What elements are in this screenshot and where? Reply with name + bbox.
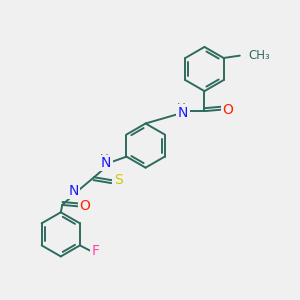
Text: N: N	[101, 156, 111, 170]
Text: S: S	[114, 173, 123, 187]
Text: H: H	[100, 153, 108, 166]
Text: CH₃: CH₃	[248, 49, 270, 62]
Text: F: F	[92, 244, 100, 258]
Text: N: N	[68, 184, 79, 198]
Text: H: H	[177, 102, 186, 115]
Text: N: N	[178, 106, 188, 120]
Text: O: O	[223, 103, 233, 117]
Text: H: H	[67, 181, 76, 194]
Text: O: O	[80, 200, 90, 213]
